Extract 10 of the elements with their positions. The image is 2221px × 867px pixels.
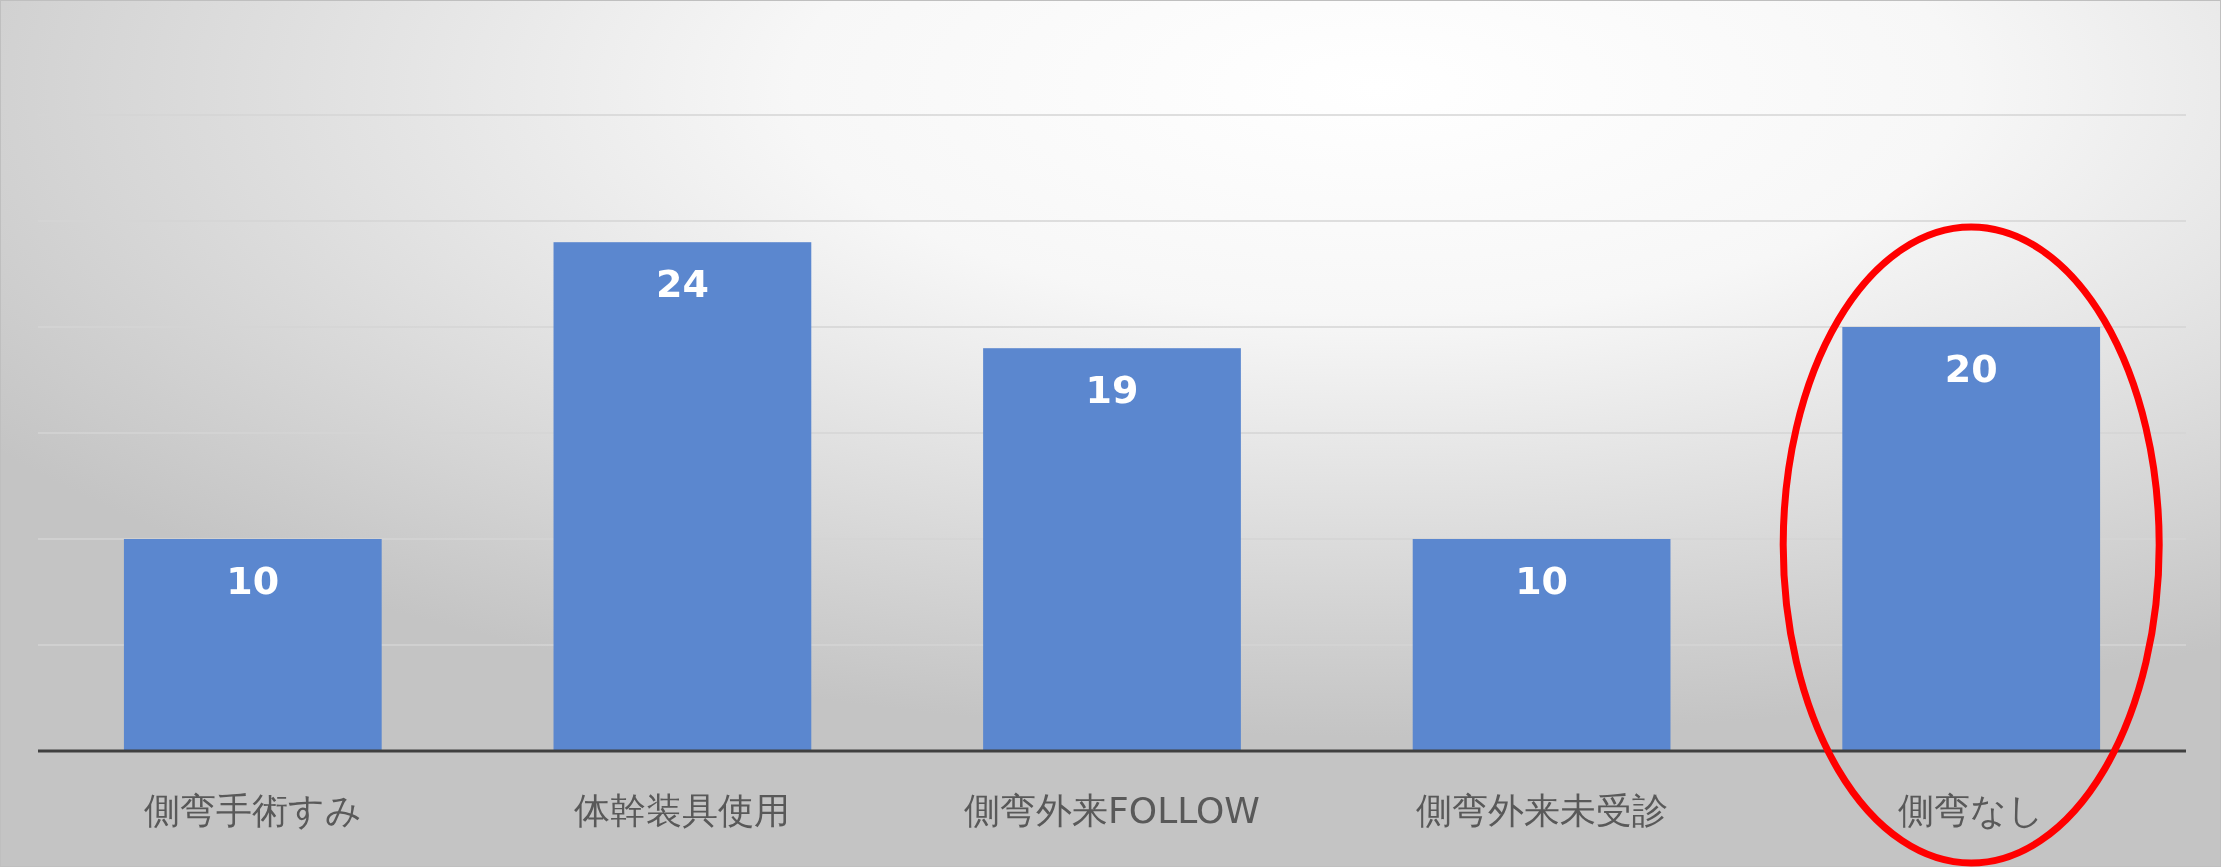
data-label: 10 bbox=[1515, 559, 1569, 603]
data-label: 24 bbox=[655, 262, 709, 307]
x-tick-label: 側弯外来未受診 bbox=[1415, 790, 1668, 831]
x-tick-label: 体幹装具使用 bbox=[574, 790, 791, 831]
data-label: 19 bbox=[1085, 368, 1139, 413]
x-tick-label: 側弯なし bbox=[1898, 790, 2045, 831]
x-tick-label: 側弯手術すみ bbox=[143, 790, 362, 831]
x-tick-label: 側弯外来FOLLOW bbox=[964, 790, 1260, 831]
data-label: 20 bbox=[1944, 347, 1998, 391]
data-label: 10 bbox=[226, 559, 280, 603]
